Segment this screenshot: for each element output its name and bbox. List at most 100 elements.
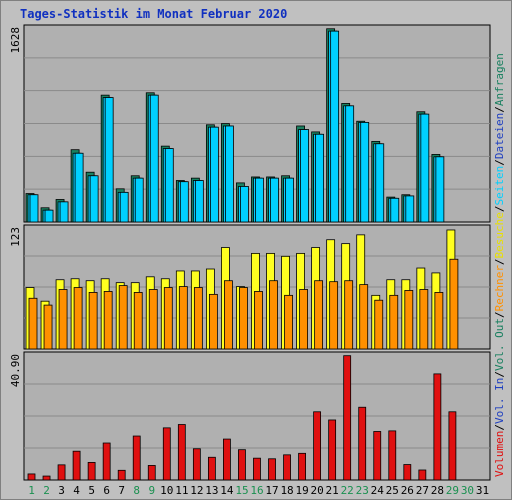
x-tick-label-day-15: 15	[235, 484, 248, 497]
bar-rechner-day-7	[118, 285, 128, 350]
x-tick-label-day-27: 27	[416, 484, 429, 497]
bar-volumen-day-16	[253, 457, 261, 481]
bar-rechner-day-14	[224, 280, 233, 350]
x-tick-label-day-1: 1	[28, 484, 35, 497]
bar-seiten-day-7	[119, 191, 129, 223]
y-max-label-panel-2: 123	[9, 227, 22, 247]
bar-volumen-day-3	[57, 464, 66, 481]
legend-vol-out: Vol. Out	[493, 318, 506, 371]
chart-title: Tages-Statistik im Monat Februar 2020	[20, 7, 288, 21]
bar-rechner-day-8	[133, 292, 143, 350]
x-tick-label-day-17: 17	[265, 484, 278, 497]
bar-volumen-day-2	[42, 475, 51, 481]
y-max-label-panel-3: 40.90	[9, 354, 22, 387]
x-tick-label-day-7: 7	[118, 484, 125, 497]
bar-rechner-day-24	[374, 299, 384, 350]
bar-seiten-day-16	[255, 177, 264, 223]
bar-seiten-day-5	[89, 175, 99, 223]
bar-volumen-day-29	[448, 411, 457, 481]
bar-rechner-day-11	[178, 286, 188, 350]
bar-seiten-day-8	[134, 177, 144, 223]
bar-seiten-day-12	[194, 180, 204, 223]
x-tick-label-day-30: 30	[461, 484, 474, 497]
legend-separator: /	[493, 371, 506, 378]
bar-volumen-day-13	[207, 456, 216, 481]
x-tick-label-day-23: 23	[356, 484, 369, 497]
bar-rechner-day-15	[239, 287, 248, 350]
bar-rechner-day-16	[254, 291, 263, 350]
bar-volumen-day-10	[162, 427, 171, 481]
bar-seiten-day-4	[74, 152, 84, 223]
bar-seiten-day-9	[149, 94, 159, 223]
bar-seiten-day-25	[390, 197, 400, 223]
bar-volumen-day-8	[132, 435, 141, 481]
bar-volumen-day-7	[117, 469, 126, 481]
x-tick-label-day-2: 2	[43, 484, 50, 497]
bar-rechner-day-18	[284, 294, 293, 350]
bar-rechner-day-28	[434, 292, 444, 350]
right-legend: Volumen/Vol. In/Vol. Out/Rechner/Besuche…	[493, 53, 506, 477]
bar-seiten-day-20	[315, 133, 325, 223]
bar-seiten-day-11	[179, 181, 189, 223]
bar-rechner-day-4	[73, 287, 83, 350]
bar-rechner-day-23	[359, 284, 369, 350]
bar-volumen-day-5	[87, 462, 96, 481]
bar-volumen-day-4	[72, 450, 81, 481]
bar-volumen-day-1	[27, 473, 36, 481]
x-tick-label-day-13: 13	[205, 484, 218, 497]
bar-rechner-day-12	[193, 287, 203, 350]
bar-seiten-day-1	[29, 194, 39, 223]
legend-anfragen: Anfragen	[493, 53, 506, 106]
bar-seiten-day-17	[270, 177, 279, 223]
x-tick-label-day-14: 14	[220, 484, 234, 497]
bar-rechner-day-6	[103, 291, 113, 350]
bar-volumen-day-12	[192, 448, 201, 481]
bar-volumen-day-19	[298, 452, 306, 481]
legend-rechner: Rechner	[493, 265, 506, 312]
x-tick-label-day-22: 22	[341, 484, 354, 497]
legend-separator: /	[493, 311, 506, 318]
bar-rechner-day-26	[404, 290, 414, 350]
x-tick-label-day-28: 28	[431, 484, 444, 497]
bar-volumen-day-22	[343, 355, 352, 481]
bar-seiten-day-23	[360, 122, 370, 223]
y-max-label-panel-1: 1628	[9, 27, 22, 54]
bar-rechner-day-17	[269, 280, 278, 350]
legend-separator: /	[493, 424, 506, 431]
x-tick-label-day-21: 21	[326, 484, 339, 497]
x-tick-label-day-5: 5	[88, 484, 95, 497]
bar-seiten-day-26	[405, 195, 415, 223]
bar-rechner-day-2	[43, 304, 53, 350]
x-tick-label-day-31: 31	[476, 484, 489, 497]
legend-dateien: Dateien	[493, 113, 506, 159]
legend-separator: /	[493, 258, 506, 265]
bar-rechner-day-5	[88, 292, 98, 350]
bar-rechner-day-3	[58, 289, 68, 350]
bar-rechner-day-9	[148, 289, 158, 350]
bar-rechner-day-29	[449, 258, 459, 350]
bar-rechner-day-10	[163, 287, 173, 350]
bar-volumen-day-9	[147, 465, 156, 481]
x-tick-label-day-6: 6	[103, 484, 110, 497]
bar-seiten-day-6	[104, 97, 114, 223]
bar-volumen-day-21	[328, 419, 337, 481]
legend-seiten: Seiten	[493, 166, 506, 206]
bar-rechner-day-13	[208, 293, 218, 350]
bar-volumen-day-24	[373, 431, 382, 481]
bar-rechner-day-1	[28, 297, 38, 350]
x-tick-label-day-11: 11	[175, 484, 188, 497]
bar-volumen-day-17	[268, 458, 276, 481]
x-tick-label-day-4: 4	[73, 484, 80, 497]
bar-volumen-day-18	[283, 454, 291, 481]
x-tick-label-day-3: 3	[58, 484, 65, 497]
legend-separator: /	[493, 205, 506, 212]
bar-seiten-day-2	[44, 209, 54, 223]
bar-volumen-day-11	[177, 424, 186, 481]
legend-separator: /	[493, 106, 506, 113]
bar-volumen-day-14	[223, 438, 231, 481]
bar-seiten-day-19	[300, 129, 309, 223]
bar-volumen-day-28	[433, 373, 442, 481]
bar-seiten-day-15	[240, 186, 249, 223]
